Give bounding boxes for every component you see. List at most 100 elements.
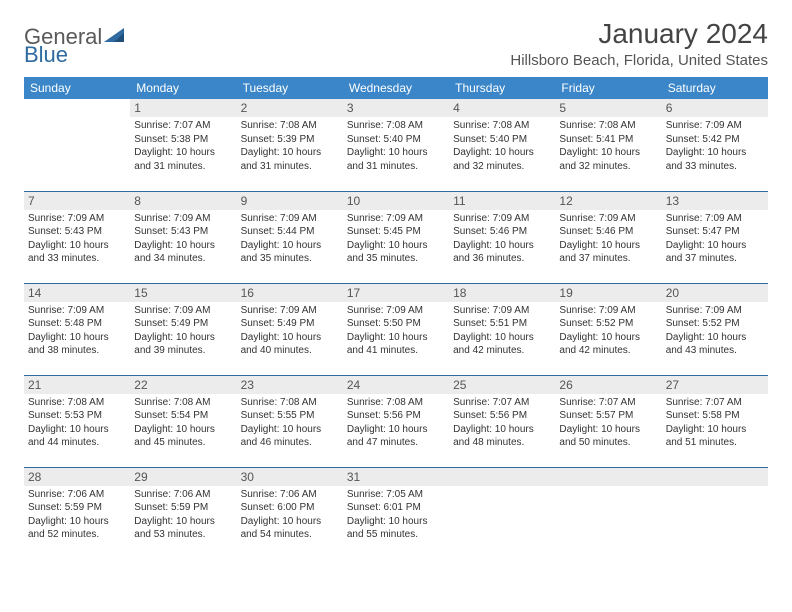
calendar-cell: 30Sunrise: 7:06 AMSunset: 6:00 PMDayligh…	[237, 467, 343, 559]
calendar-row: 7Sunrise: 7:09 AMSunset: 5:43 PMDaylight…	[24, 191, 768, 283]
calendar-cell: 15 Sunrise: 7:09 AMSunset: 5:49 PMDayligh…	[130, 283, 236, 375]
day-details: Sunrise: 7:09 AMSunset: 5:46 PMDaylight:…	[559, 212, 657, 266]
day-details: Sunrise: 7:09 AMSunset: 5:52 PMDaylight:…	[666, 304, 764, 358]
calendar-cell	[662, 467, 768, 559]
day-details: Sunrise: 7:08 AMSunset: 5:56 PMDaylight:…	[347, 396, 445, 450]
day-details: Sunrise: 7:08 AMSunset: 5:53 PMDaylight:…	[28, 396, 126, 450]
calendar-cell: 17 Sunrise: 7:09 AMSunset: 5:50 PMDayligh…	[343, 283, 449, 375]
calendar-cell: 29 Sunrise: 7:06 AMSunset: 5:59 PMDayligh…	[130, 467, 236, 559]
day-details: Sunrise: 7:09 AMSunset: 5:44 PMDaylight:…	[241, 212, 339, 266]
calendar-cell: 28Sunrise: 7:06 AMSunset: 5:59 PMDayligh…	[24, 467, 130, 559]
day-number: 16	[237, 284, 343, 302]
calendar-cell	[555, 467, 661, 559]
calendar-row: 21 Sunrise: 7:08 AMSunset: 5:53 PMDayligh…	[24, 375, 768, 467]
day-details: Sunrise: 7:08 AMSunset: 5:55 PMDaylight:…	[241, 396, 339, 450]
day-details: Sunrise: 7:09 AMSunset: 5:42 PMDaylight:…	[666, 119, 764, 173]
title-block: January 2024 Hillsboro Beach, Florida, U…	[510, 18, 768, 69]
calendar-cell: 14 Sunrise: 7:09 AMSunset: 5:48 PMDayligh…	[24, 283, 130, 375]
calendar-cell: 9 Sunrise: 7:09 AMSunset: 5:44 PMDaylight…	[237, 191, 343, 283]
month-title: January 2024	[510, 18, 768, 50]
day-details: Sunrise: 7:09 AMSunset: 5:45 PMDaylight:…	[347, 212, 445, 266]
day-details: Sunrise: 7:05 AMSunset: 6:01 PMDaylight:…	[347, 488, 445, 542]
day-details: Sunrise: 7:08 AMSunset: 5:54 PMDaylight:…	[134, 396, 232, 450]
calendar-cell: 13 Sunrise: 7:09 AMSunset: 5:47 PMDayligh…	[662, 191, 768, 283]
calendar-cell: 22 Sunrise: 7:08 AMSunset: 5:54 PMDayligh…	[130, 375, 236, 467]
day-number: 2	[237, 99, 343, 117]
day-details: Sunrise: 7:09 AMSunset: 5:47 PMDaylight:…	[666, 212, 764, 266]
day-number: 13	[662, 192, 768, 210]
calendar-cell: 10 Sunrise: 7:09 AMSunset: 5:45 PMDayligh…	[343, 191, 449, 283]
calendar-cell: 23 Sunrise: 7:08 AMSunset: 5:55 PMDayligh…	[237, 375, 343, 467]
day-details: Sunrise: 7:09 AMSunset: 5:43 PMDaylight:…	[28, 212, 126, 266]
calendar-cell: 20Sunrise: 7:09 AMSunset: 5:52 PMDayligh…	[662, 283, 768, 375]
day-number: 3	[343, 99, 449, 117]
location-text: Hillsboro Beach, Florida, United States	[510, 52, 768, 69]
day-details: Sunrise: 7:09 AMSunset: 5:43 PMDaylight:…	[134, 212, 232, 266]
brand-triangle-icon	[104, 26, 126, 49]
calendar-cell: 26 Sunrise: 7:07 AMSunset: 5:57 PMDayligh…	[555, 375, 661, 467]
empty-day-bar	[662, 468, 768, 486]
calendar-cell: 18Sunrise: 7:09 AMSunset: 5:51 PMDayligh…	[449, 283, 555, 375]
day-number: 31	[343, 468, 449, 486]
weekday-friday: Friday	[555, 77, 661, 99]
day-details: Sunrise: 7:09 AMSunset: 5:49 PMDaylight:…	[134, 304, 232, 358]
day-number: 4	[449, 99, 555, 117]
day-number: 23	[237, 376, 343, 394]
calendar-body: 1 Sunrise: 7:07 AMSunset: 5:38 PMDaylight…	[24, 99, 768, 559]
day-number: 12	[555, 192, 661, 210]
calendar-cell: 1 Sunrise: 7:07 AMSunset: 5:38 PMDaylight…	[130, 99, 236, 191]
calendar-row: 28Sunrise: 7:06 AMSunset: 5:59 PMDayligh…	[24, 467, 768, 559]
calendar-cell	[449, 467, 555, 559]
day-number: 28	[24, 468, 130, 486]
calendar-cell: 5 Sunrise: 7:08 AMSunset: 5:41 PMDaylight…	[555, 99, 661, 191]
day-number: 17	[343, 284, 449, 302]
day-number: 5	[555, 99, 661, 117]
day-number: 6	[662, 99, 768, 117]
day-details: Sunrise: 7:07 AMSunset: 5:58 PMDaylight:…	[666, 396, 764, 450]
day-details: Sunrise: 7:09 AMSunset: 5:52 PMDaylight:…	[559, 304, 657, 358]
day-number: 15	[130, 284, 236, 302]
calendar-cell: 2Sunrise: 7:08 AMSunset: 5:39 PMDaylight…	[237, 99, 343, 191]
empty-day-bar	[449, 468, 555, 486]
day-number: 1	[130, 99, 236, 117]
day-number: 10	[343, 192, 449, 210]
day-details: Sunrise: 7:06 AMSunset: 5:59 PMDaylight:…	[134, 488, 232, 542]
day-details: Sunrise: 7:07 AMSunset: 5:38 PMDaylight:…	[134, 119, 232, 173]
calendar-cell: 3Sunrise: 7:08 AMSunset: 5:40 PMDaylight…	[343, 99, 449, 191]
day-details: Sunrise: 7:09 AMSunset: 5:46 PMDaylight:…	[453, 212, 551, 266]
weekday-wednesday: Wednesday	[343, 77, 449, 99]
calendar-table: SundayMondayTuesdayWednesdayThursdayFrid…	[24, 77, 768, 559]
day-number: 8	[130, 192, 236, 210]
calendar-row: 1 Sunrise: 7:07 AMSunset: 5:38 PMDaylight…	[24, 99, 768, 191]
weekday-saturday: Saturday	[662, 77, 768, 99]
header: General January 2024 Hillsboro Beach, Fl…	[24, 18, 768, 69]
calendar-cell	[24, 99, 130, 191]
day-number: 26	[555, 376, 661, 394]
calendar-cell: 24 Sunrise: 7:08 AMSunset: 5:56 PMDayligh…	[343, 375, 449, 467]
day-details: Sunrise: 7:07 AMSunset: 5:57 PMDaylight:…	[559, 396, 657, 450]
weekday-tuesday: Tuesday	[237, 77, 343, 99]
day-number: 21	[24, 376, 130, 394]
day-number: 19	[555, 284, 661, 302]
day-number: 29	[130, 468, 236, 486]
calendar-cell: 27Sunrise: 7:07 AMSunset: 5:58 PMDayligh…	[662, 375, 768, 467]
day-number: 11	[449, 192, 555, 210]
day-number: 9	[237, 192, 343, 210]
day-details: Sunrise: 7:08 AMSunset: 5:40 PMDaylight:…	[453, 119, 551, 173]
day-number: 7	[24, 192, 130, 210]
calendar-cell: 6 Sunrise: 7:09 AMSunset: 5:42 PMDaylight…	[662, 99, 768, 191]
day-number: 22	[130, 376, 236, 394]
calendar-cell: 4 Sunrise: 7:08 AMSunset: 5:40 PMDaylight…	[449, 99, 555, 191]
weekday-sunday: Sunday	[24, 77, 130, 99]
day-details: Sunrise: 7:09 AMSunset: 5:48 PMDaylight:…	[28, 304, 126, 358]
calendar-cell: 25Sunrise: 7:07 AMSunset: 5:56 PMDayligh…	[449, 375, 555, 467]
day-number: 24	[343, 376, 449, 394]
calendar-cell: 31 Sunrise: 7:05 AMSunset: 6:01 PMDayligh…	[343, 467, 449, 559]
day-details: Sunrise: 7:08 AMSunset: 5:41 PMDaylight:…	[559, 119, 657, 173]
day-details: Sunrise: 7:09 AMSunset: 5:51 PMDaylight:…	[453, 304, 551, 358]
calendar-cell: 21 Sunrise: 7:08 AMSunset: 5:53 PMDayligh…	[24, 375, 130, 467]
day-number: 14	[24, 284, 130, 302]
day-details: Sunrise: 7:09 AMSunset: 5:50 PMDaylight:…	[347, 304, 445, 358]
day-number: 30	[237, 468, 343, 486]
weekday-thursday: Thursday	[449, 77, 555, 99]
